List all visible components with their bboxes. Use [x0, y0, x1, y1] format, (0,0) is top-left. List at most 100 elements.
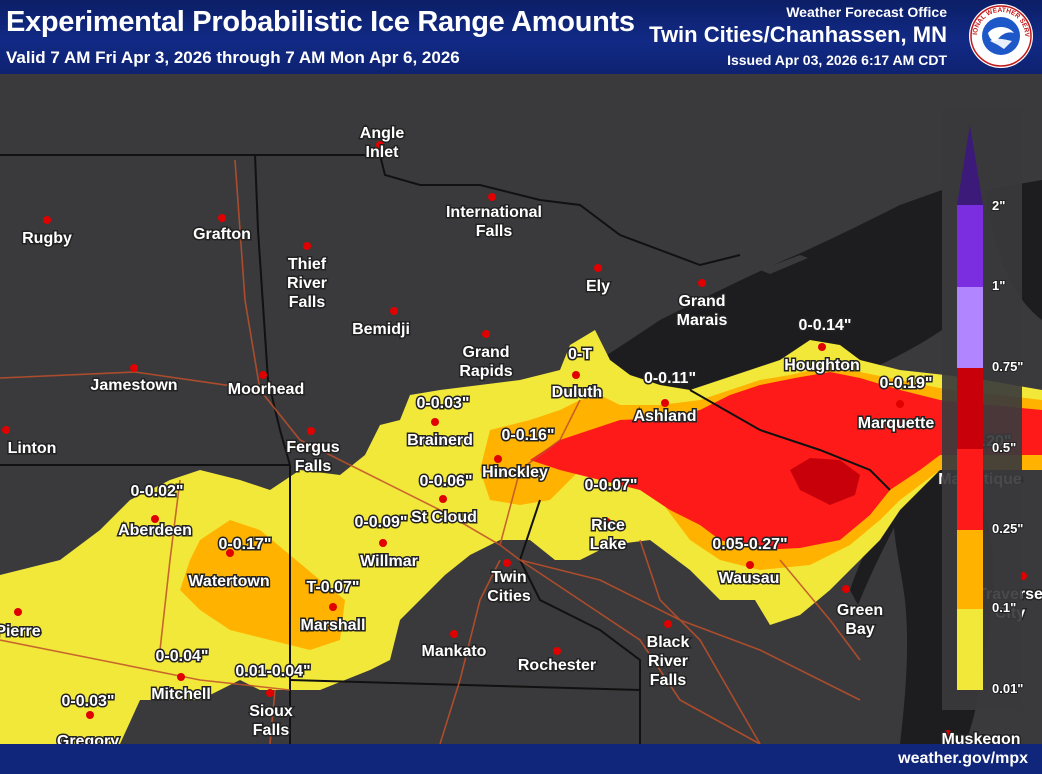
legend-label: 0.25" — [992, 521, 1023, 536]
page-title: Experimental Probabilistic Ice Range Amo… — [6, 6, 635, 38]
green-bay-water — [850, 510, 898, 605]
ice-amount-label: T-0.07" — [307, 579, 360, 596]
city-dot — [698, 279, 706, 287]
city-label: Moorhead — [228, 381, 304, 398]
city-layer: Angle Inlet International Falls Rugby Grafton… — [0, 124, 1042, 752]
city-marker: Mankato — [420, 630, 488, 662]
city-label: Wausau — [719, 570, 780, 587]
city-label: Rice Lake — [590, 517, 627, 553]
city-marker: Grafton — [192, 214, 252, 245]
legend-label: 0.01" — [992, 681, 1023, 696]
city-dot — [944, 730, 952, 738]
legend-label: 1" — [992, 278, 1005, 293]
city-label: Green Bay — [837, 602, 883, 638]
city-dot — [572, 371, 580, 379]
website-link[interactable]: weather.gov/mpx — [898, 750, 1028, 767]
city-label: Watertown — [188, 573, 269, 590]
city-marker: St Cloud — [410, 495, 478, 528]
ice-amount-label: 0-T — [568, 346, 592, 363]
ice-amount-label: 0-0.16" — [502, 427, 555, 444]
city-label: Jamestown — [90, 377, 177, 394]
footer-bar: weather.gov/mpx — [0, 744, 1042, 774]
city-label: International Falls — [446, 204, 542, 240]
city-label: St Cloud — [411, 509, 477, 526]
city-dot — [746, 561, 754, 569]
city-label: Black River Falls — [647, 634, 690, 689]
city-label: Willmar — [360, 553, 418, 570]
city-marker: Marshall — [299, 603, 367, 636]
city-dot — [818, 343, 826, 351]
city-dot — [603, 518, 611, 526]
city-label: Ashland — [633, 408, 696, 425]
city-marker: Watertown — [187, 549, 271, 592]
ice-amount-label: 0-0.09" — [355, 514, 408, 531]
city-label: Linton — [8, 440, 57, 457]
city-dot — [390, 307, 398, 315]
office-type: Weather Forecast Office — [786, 4, 947, 20]
city-marker: Duluth — [550, 371, 604, 403]
city-dot — [594, 264, 602, 272]
highways — [0, 159, 861, 745]
lake-superior — [575, 190, 942, 392]
city-marker: Ely — [584, 264, 612, 297]
city-marker: Green Bay — [835, 585, 885, 640]
ice-amount-label: 0.01-0.04" — [235, 663, 310, 680]
city-dot — [503, 559, 511, 567]
legend-bar — [957, 205, 983, 287]
city-dot — [2, 426, 10, 434]
city-dot — [439, 495, 447, 503]
city-dot — [130, 364, 138, 372]
ice-amount-label: 0-0.14" — [799, 317, 852, 334]
city-dot — [226, 549, 234, 557]
city-marker: Willmar — [359, 539, 419, 572]
city-marker: Twin Cities — [486, 559, 532, 607]
ice-amount-label: 0-0.19" — [880, 375, 933, 392]
city-dot — [450, 630, 458, 638]
city-marker: International Falls — [444, 193, 544, 242]
city-label: Hinckley — [482, 464, 548, 481]
legend-bars — [957, 125, 983, 690]
ice-amount-label: 0.05-0.27" — [712, 536, 787, 553]
legend-labels: 2" 1" 0.75" 0.5" 0.25" 0.1" 0.01" — [991, 197, 1024, 697]
ice-amount-label: 0-0.11" — [644, 370, 696, 387]
city-label: Aberdeen — [118, 522, 192, 539]
city-marker: Fergus Falls — [285, 427, 341, 477]
nws-logo-icon[interactable]: NATIONAL WEATHER SERVICE — [968, 3, 1034, 69]
city-label: Rochester — [518, 657, 596, 674]
valid-period: Valid 7 AM Fri Apr 3, 2026 through 7 AM … — [6, 48, 460, 67]
legend: 2" 1" 0.75" 0.5" 0.25" 0.1" 0.01" — [942, 108, 1024, 710]
city-dot — [43, 216, 51, 224]
legend-label: 0.1" — [992, 600, 1016, 615]
city-label: Sioux Falls — [249, 703, 293, 739]
city-label: Houghton — [784, 357, 860, 374]
office-name: Twin Cities/Chanhassen, MN — [649, 22, 947, 47]
city-dot — [896, 400, 904, 408]
city-marker: Grand Marais — [675, 279, 729, 331]
city-dot — [259, 371, 267, 379]
city-marker: Wausau — [717, 561, 781, 589]
city-marker: Brainerd — [406, 418, 474, 451]
city-label: Mitchell — [151, 686, 211, 703]
legend-bar — [957, 449, 983, 530]
ice-amount-label: 0-0.03" — [417, 395, 470, 412]
city-marker: Hinckley — [481, 455, 550, 483]
city-marker: Jamestown — [89, 364, 179, 396]
city-marker: Rice Lake — [588, 516, 628, 555]
city-marker: Sioux Falls — [248, 689, 294, 741]
city-label: Grand Rapids — [459, 344, 512, 380]
city-marker: Moorhead — [226, 371, 306, 400]
city-label: Fergus Falls — [286, 439, 339, 475]
city-label: Brainerd — [407, 432, 473, 449]
legend-bar — [957, 530, 983, 609]
ice-amount-label: 0-0.06" — [420, 473, 473, 490]
city-marker: Angle Inlet — [358, 124, 406, 163]
city-dot — [431, 418, 439, 426]
city-marker: Houghton — [783, 343, 861, 376]
city-dot — [177, 673, 185, 681]
city-dot — [307, 427, 315, 435]
legend-label: 0.5" — [992, 440, 1016, 455]
city-label: Bemidji — [352, 321, 410, 338]
isle-royale — [760, 255, 808, 274]
ice-amount-label: 0-0.07" — [585, 477, 638, 494]
